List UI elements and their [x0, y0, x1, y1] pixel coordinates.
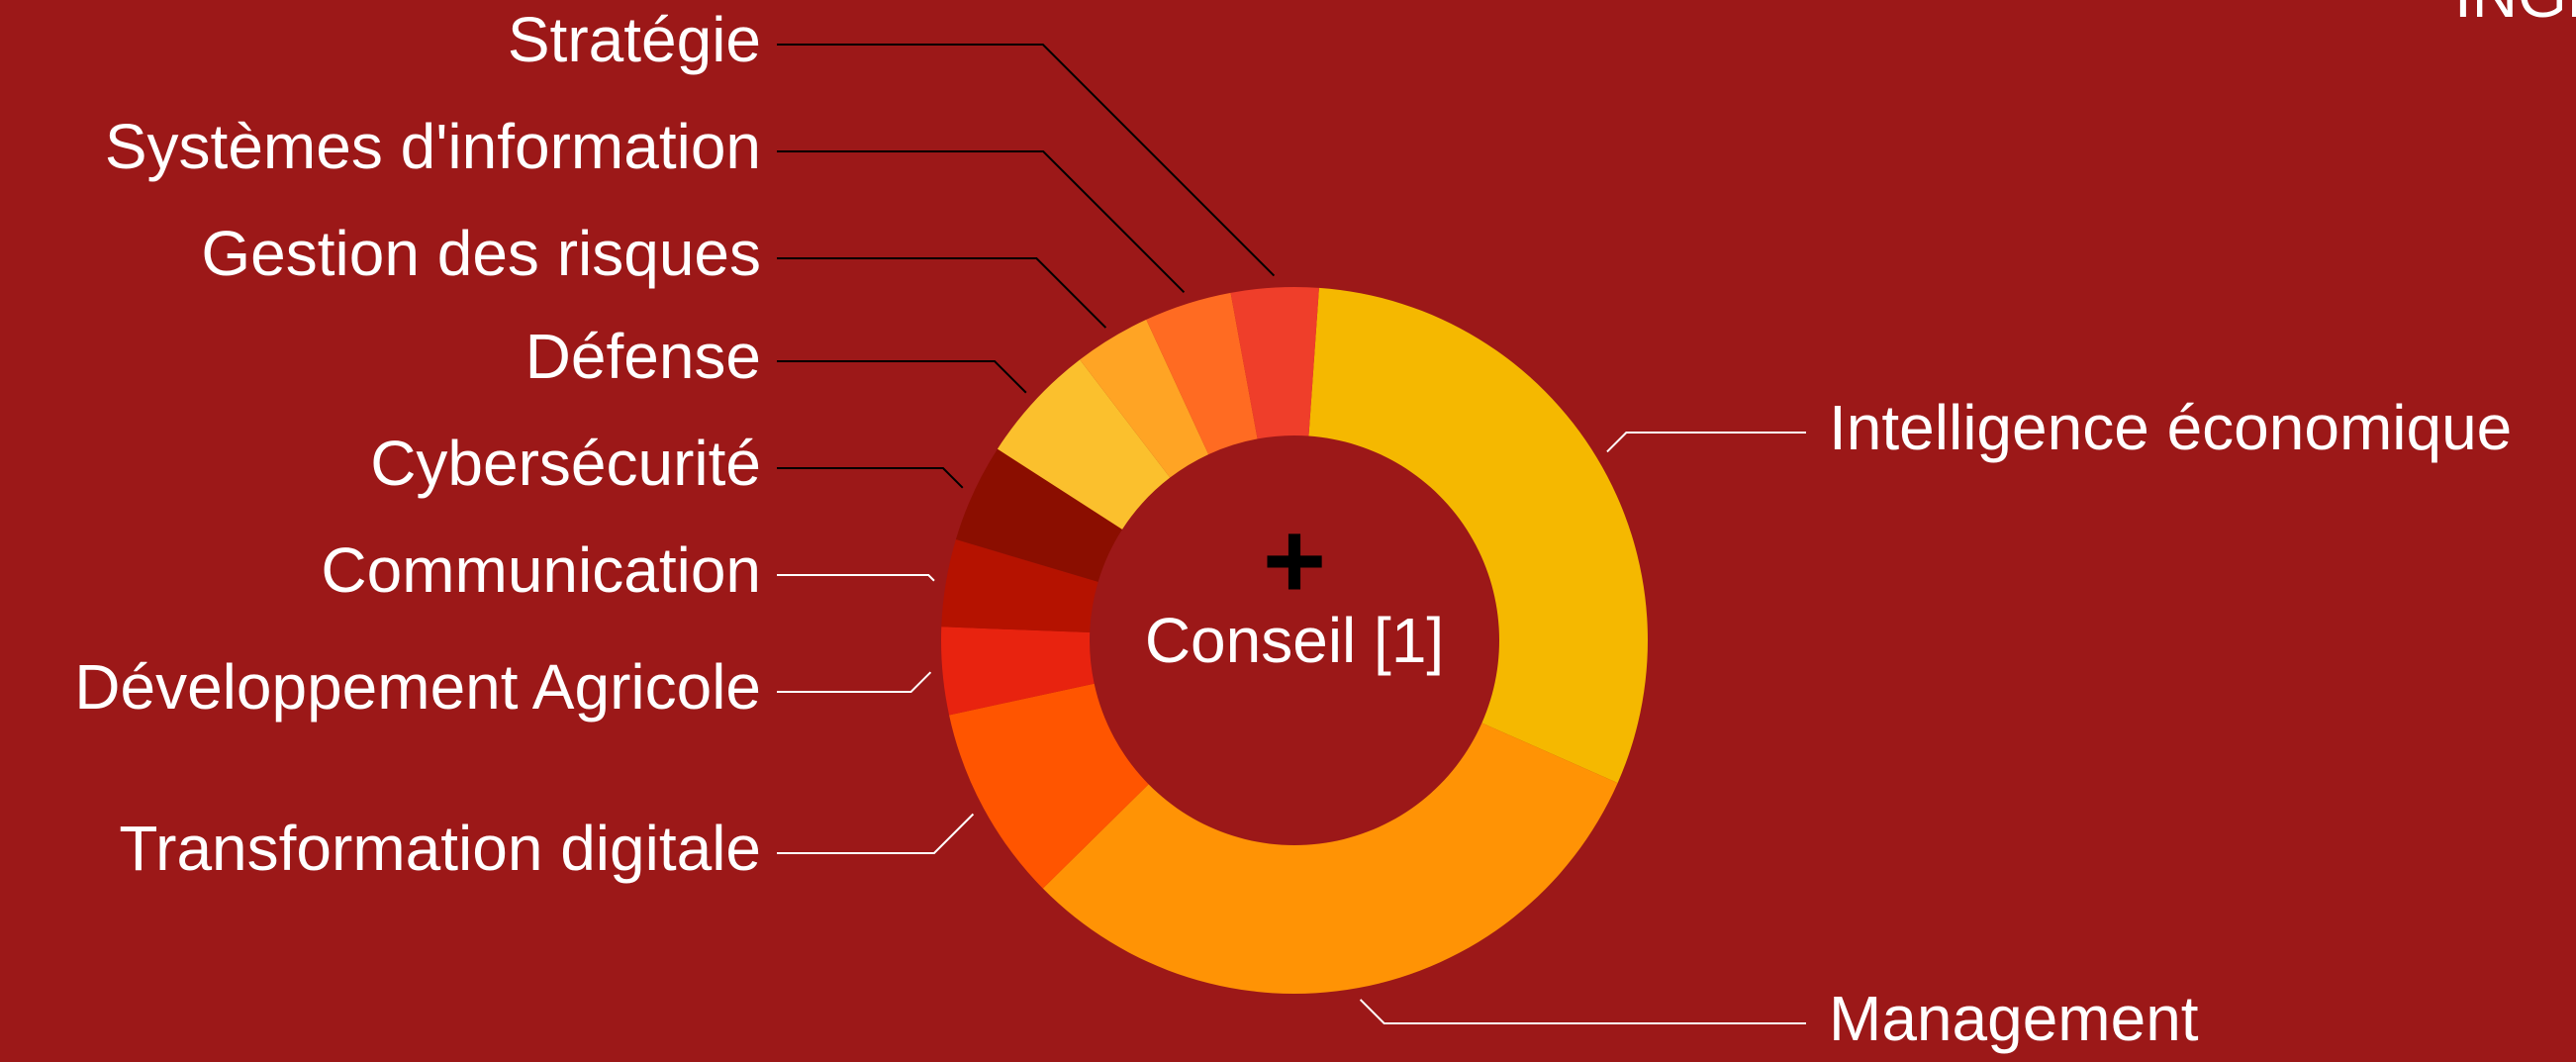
slice [1308, 287, 1649, 784]
leader-line [1606, 432, 1806, 453]
leader-line [777, 44, 1276, 277]
slice-label: Défense [525, 321, 761, 392]
center-label: Conseil [1] [1145, 605, 1444, 676]
slice [1230, 287, 1319, 439]
center-icon[interactable]: + [1263, 500, 1326, 622]
leader-line [777, 574, 935, 582]
leader-line [777, 150, 1186, 293]
slice [949, 683, 1149, 889]
slice-label: Développement Agricole [74, 651, 761, 723]
leader-line [777, 813, 975, 854]
slice [941, 539, 1098, 633]
slice-label: Transformation digitale [119, 813, 761, 884]
leader-line [777, 671, 932, 693]
slice [1042, 723, 1618, 995]
slice [997, 359, 1171, 530]
leader-line [777, 257, 1107, 329]
slice-label: Communication [321, 534, 761, 606]
corner-label[interactable]: INGE [2454, 0, 2576, 31]
slice-label: Cybersécurité [370, 428, 761, 499]
slice [955, 448, 1123, 582]
leader-line [777, 360, 1027, 394]
leader-line [777, 467, 964, 489]
slice-label: Systèmes d'information [105, 111, 761, 182]
slice [1146, 292, 1258, 455]
slice-label: Gestion des risques [201, 218, 761, 289]
leader-line [1359, 999, 1806, 1024]
slice-label: Intelligence économique [1829, 392, 2512, 463]
slice-label: Management [1829, 983, 2199, 1054]
slice [1080, 319, 1209, 478]
slice-label: Stratégie [508, 4, 761, 75]
slice [941, 627, 1095, 716]
